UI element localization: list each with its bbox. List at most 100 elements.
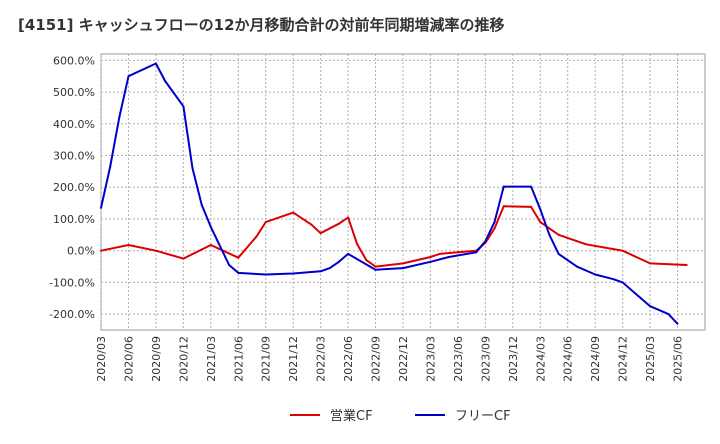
series-2-point [191,167,194,170]
x-tick-label: 2024/03 [534,336,547,382]
x-tick-label: 2021/06 [232,336,245,382]
series-2-point [612,278,615,281]
x-tick-label: 2023/12 [507,336,520,382]
series-2-point [328,267,331,270]
series-2-point [402,267,404,270]
y-tick-label: -100.0% [49,276,95,289]
series-1-point [356,243,359,246]
x-tick-label: 2021/09 [260,336,273,382]
y-tick-label: 500.0% [53,86,95,99]
series-1-point [557,233,560,236]
x-tick-label: 2021/03 [205,336,218,382]
series-2-point [337,260,340,263]
series-2-point [127,75,130,78]
y-tick-label: 0.0% [67,245,95,258]
series-1-point [209,244,212,246]
x-tick-label: 2020/12 [177,336,190,382]
series-2-point [484,240,487,243]
series-2-point [209,225,212,228]
series-1-point [429,256,432,258]
series-1-point [264,221,267,224]
series-2-point [347,252,350,255]
series-2-point [164,80,167,82]
x-tick-label: 2021/12 [287,336,300,382]
series-2-point [118,116,121,119]
x-axis: 2020/03 2020/06 2020/09 2020/12 2021/03 2021/… [95,336,685,382]
series-2-point [594,273,597,276]
series-1-point [456,251,459,254]
series-2-point [530,185,533,188]
series-2-point [557,252,560,255]
series-2-point [676,322,679,325]
series-2-point [292,272,295,275]
series-1-point [365,259,368,262]
series-2-point [639,297,642,300]
series-1-point [182,257,185,260]
x-tick-label: 2024/09 [589,336,602,382]
y-tick-label: -200.0% [49,308,95,321]
y-tick-label: 600.0% [53,54,95,67]
series-1-point [255,235,258,238]
x-tick-label: 2025/03 [644,336,657,382]
series-2-point [667,313,670,316]
series-1-point [493,227,496,230]
x-tick-label: 2022/09 [370,336,383,382]
series-2-point [621,281,624,284]
series-2-point [237,271,240,274]
series-1-point [337,222,340,225]
y-tick-label: 400.0% [53,118,95,131]
chart-title: [4151] キャッシュフローの12か月移動合計の対前年同期増減率の推移 [18,16,505,34]
series-1-point [319,232,322,235]
y-tick-label: 100.0% [53,213,95,226]
series-2-point [475,251,478,254]
x-tick-label: 2022/12 [397,336,410,382]
series-1-point [539,221,542,224]
series-1-point [292,211,295,214]
series-2-point [539,208,542,211]
series-2-point [649,305,652,308]
series-1-point [438,252,441,255]
x-tick-label: 2025/06 [672,336,685,382]
x-tick-label: 2020/09 [150,336,163,382]
series-1-point [621,249,624,252]
series-1-point [402,262,404,265]
series-1-point [154,249,157,252]
series-1-point [685,264,688,266]
y-tick-label: 300.0% [53,150,95,163]
series-1-point [310,223,313,226]
series-2-point [154,62,157,65]
x-tick-label: 2023/03 [424,336,437,382]
x-tick-label: 2024/06 [562,336,575,382]
series-2-point [319,270,322,273]
legend-label-2: フリーCF [455,409,511,424]
y-axis: 600.0% 500.0% 400.0% 300.0% 200.0% 100.0% 0.0%… [49,54,95,321]
x-tick-label: 2024/12 [617,336,630,382]
series-2-point [264,273,267,276]
series-1-point [649,262,652,265]
series-2-point [447,256,450,258]
series-1-point [347,216,350,219]
series-2-point [575,265,578,268]
series-2-point [374,268,377,271]
series-1-point [530,205,533,208]
series-2-point [200,203,203,206]
series-line-2 [100,62,679,325]
x-tick-label: 2022/06 [342,336,355,382]
series-1-point [612,248,615,251]
legend-label-1: 営業CF [330,408,373,424]
series-2-point [228,264,231,266]
series-2-point [502,185,505,188]
series-1-point [502,205,505,208]
series-line-1 [100,205,687,268]
series-2-point [100,206,102,209]
series-1-point [585,243,587,246]
series-layer [100,62,688,325]
x-tick-label: 2020/03 [95,336,108,382]
y-tick-label: 200.0% [53,181,95,194]
series-1-point [237,256,240,259]
x-tick-label: 2022/03 [315,336,328,382]
series-2-point [493,221,496,224]
series-2-point [429,260,432,263]
